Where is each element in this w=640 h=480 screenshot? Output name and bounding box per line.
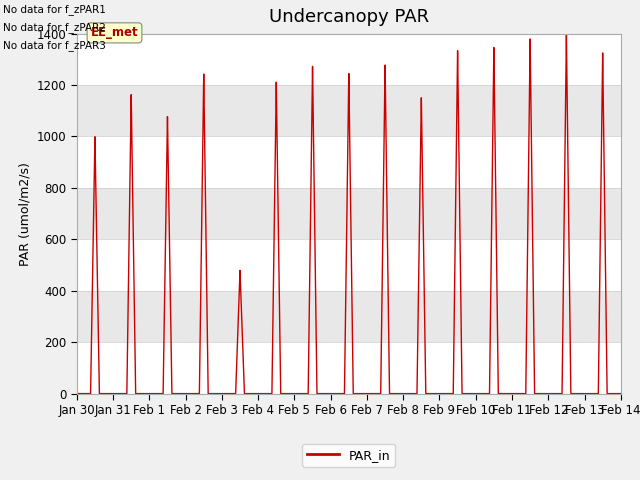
Text: No data for f_zPAR2: No data for f_zPAR2: [3, 22, 106, 33]
Bar: [77, 291, 621, 342]
Y-axis label: PAR (umol/m2/s): PAR (umol/m2/s): [18, 162, 31, 265]
Bar: [77, 34, 621, 85]
Bar: [77, 85, 621, 136]
Bar: [77, 188, 621, 240]
Bar: [77, 342, 621, 394]
Text: No data for f_zPAR3: No data for f_zPAR3: [3, 40, 106, 51]
Bar: [77, 136, 621, 188]
Bar: [77, 240, 621, 291]
Text: No data for f_zPAR1: No data for f_zPAR1: [3, 4, 106, 15]
Title: Undercanopy PAR: Undercanopy PAR: [269, 9, 429, 26]
Legend: PAR_in: PAR_in: [302, 444, 396, 467]
Text: EE_met: EE_met: [91, 26, 138, 39]
